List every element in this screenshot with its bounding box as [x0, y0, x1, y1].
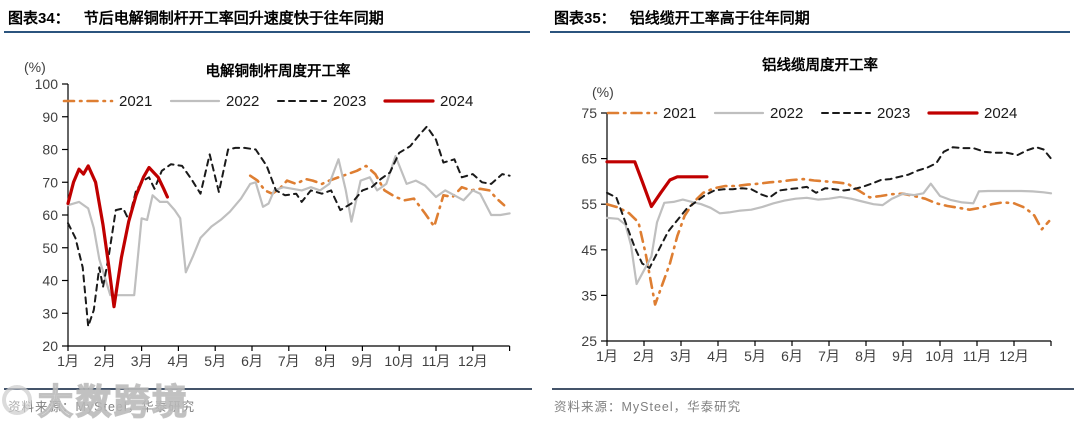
series-line-2022: [605, 182, 1053, 286]
x-tick-label: 5月: [204, 353, 226, 369]
y-tick-label: 50: [42, 240, 58, 256]
y-tick-label: 65: [581, 151, 597, 167]
legend-label-2024: 2024: [984, 105, 1017, 122]
x-tick-label: 4月: [168, 353, 190, 369]
y-tick-label: 40: [42, 273, 58, 289]
figure-copper-rod: 图表34： 节后电解铜制杆开工率回升速度快于往年同期 (%) 电解铜制杆周度开工率 2…: [4, 7, 532, 414]
x-tick-label: 1月: [596, 348, 618, 364]
y-tick-label: 35: [581, 287, 597, 303]
source-note: 资料来源：MySteel，华泰研究: [554, 400, 742, 414]
x-tick-label: 1月: [57, 353, 79, 369]
y-tick-label: 90: [42, 109, 58, 125]
figure-number: 图表34：: [8, 10, 70, 27]
copper-rod-chart: (%) 电解铜制杆周度开工率 20 30 40 50 60 70 80 90 100 1月 2月 3月 4月…: [24, 59, 511, 369]
legend-label-2021: 2021: [663, 105, 696, 122]
x-tick-label: 2月: [633, 348, 655, 364]
y-axis-unit: (%): [592, 84, 614, 100]
legend-label-2022: 2022: [770, 105, 803, 122]
y-tick-label: 100: [35, 76, 59, 92]
y-tick-label: 55: [581, 196, 597, 212]
series-line-2023: [67, 125, 511, 328]
y-tick-label: 75: [581, 105, 597, 121]
figure-aluminum-cable: 图表35： 铝线缆开工率高于往年同期 (%) 铝线缆周度开工率 25 35 45 55 65 7…: [540, 0, 1080, 426]
header-rule: [550, 31, 1070, 33]
legend-label-2024: 2024: [440, 93, 473, 110]
aluminum-cable-chart: (%) 铝线缆周度开工率 25 35 45 55 65 75 1月 2月 3月 4月 5月 6月 7月 8月 9…: [581, 56, 1053, 364]
figure-header: 图表35： 铝线缆开工率高于往年同期: [554, 7, 1068, 28]
x-tick-label: 7月: [818, 348, 840, 364]
figure-title: 节后电解铜制杆开工率回升速度快于往年同期: [83, 10, 384, 27]
x-tick-label: 6月: [781, 348, 803, 364]
x-tick-label: 9月: [352, 353, 374, 369]
y-tick-label: 45: [581, 242, 597, 258]
y-tick-label: 30: [42, 305, 58, 321]
figure-number: 图表35：: [554, 10, 616, 27]
series-line-2024: [605, 160, 709, 209]
series-line-2024: [66, 164, 169, 309]
x-tick-label: 10月: [384, 353, 414, 369]
figure-header: 图表34： 节后电解铜制杆开工率回升速度快于往年同期: [8, 7, 528, 28]
x-tick-label: 2月: [94, 353, 116, 369]
y-tick-label: 70: [42, 174, 58, 190]
y-tick-label: 25: [581, 333, 597, 349]
x-tick-label: 5月: [744, 348, 766, 364]
series-line-2021: [605, 177, 1051, 306]
x-tick-label: 11月: [422, 353, 451, 369]
x-tick-label: 8月: [855, 348, 877, 364]
x-tick-label: 3月: [670, 348, 692, 364]
chart-title: 铝线缆周度开工率: [762, 56, 878, 74]
figure-title: 铝线缆开工率高于往年同期: [629, 10, 810, 27]
x-tick-label: 7月: [278, 353, 300, 369]
x-tick-label: 9月: [892, 348, 914, 364]
y-tick-label: 80: [42, 142, 58, 158]
series-line-2021: [248, 164, 506, 228]
legend-label-2023: 2023: [333, 93, 366, 110]
y-tick-label: 20: [42, 338, 58, 354]
legend-label-2022: 2022: [226, 93, 259, 110]
x-tick-label: 6月: [241, 353, 263, 369]
y-tick-label: 60: [42, 207, 58, 223]
x-tick-label: 11月: [963, 348, 992, 364]
x-tick-label: 12月: [458, 353, 488, 369]
legend-label-2023: 2023: [877, 105, 910, 122]
y-axis-unit: (%): [24, 59, 46, 75]
x-tick-label: 3月: [131, 353, 153, 369]
x-tick-label: 8月: [315, 353, 337, 369]
source-rule: [552, 388, 1074, 390]
legend-label-2021: 2021: [119, 93, 152, 110]
x-tick-label: 12月: [999, 348, 1029, 364]
series-line-2023: [606, 146, 1052, 269]
source-rule: [4, 388, 532, 390]
series-line-2022: [66, 154, 511, 297]
chart-title: 电解铜制杆周度开工率: [206, 62, 351, 80]
source-note: 资料来源：MySteel，华泰研究: [8, 400, 196, 414]
x-tick-label: 4月: [707, 348, 729, 364]
x-tick-label: 10月: [925, 348, 955, 364]
header-rule: [4, 31, 530, 33]
